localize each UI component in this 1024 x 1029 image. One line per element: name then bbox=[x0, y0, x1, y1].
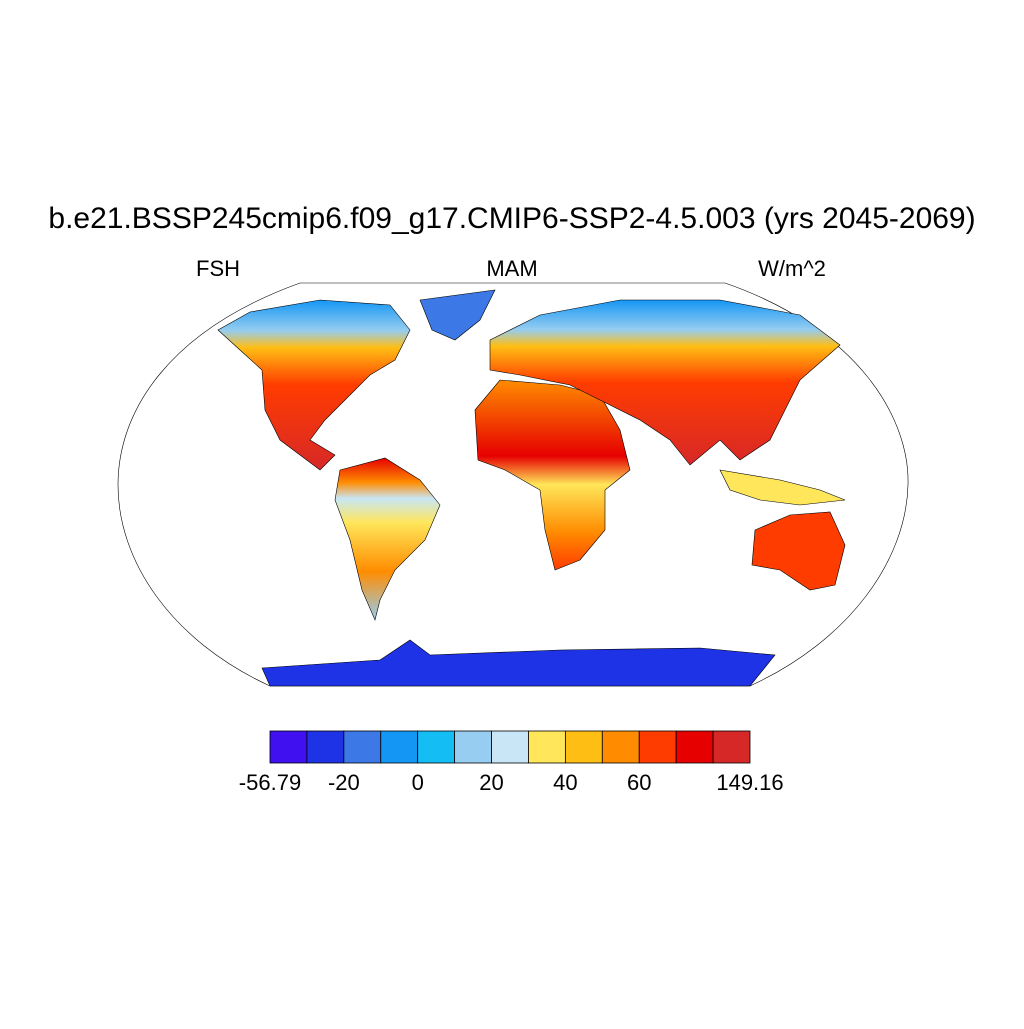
colorbar-box bbox=[712, 730, 751, 764]
colorbar: -56.79 -20 0 20 40 60 149.16 bbox=[239, 730, 784, 795]
south-america bbox=[334, 457, 441, 621]
colorbar-label: 149.16 bbox=[716, 770, 783, 795]
right-subtitle: W/m^2 bbox=[758, 256, 826, 281]
colorbar-box bbox=[491, 730, 529, 764]
colorbar-label: -56.79 bbox=[239, 770, 301, 795]
colorbar-box bbox=[454, 730, 492, 764]
colorbar-box bbox=[564, 730, 603, 764]
africa bbox=[474, 379, 631, 571]
colorbar-box bbox=[528, 730, 566, 764]
colorbar-box bbox=[601, 730, 640, 764]
left-subtitle: FSH bbox=[196, 256, 240, 281]
center-subtitle: MAM bbox=[486, 256, 537, 281]
colorbar-label: 0 bbox=[412, 770, 424, 795]
colorbar-box bbox=[638, 730, 677, 764]
colorbar-label: -20 bbox=[328, 770, 360, 795]
colorbar-box bbox=[306, 730, 345, 764]
colorbar-box bbox=[269, 730, 308, 764]
colorbar-label: 20 bbox=[479, 770, 503, 795]
greenland bbox=[419, 289, 496, 341]
map bbox=[117, 282, 909, 687]
colorbar-box bbox=[675, 730, 714, 764]
colorbar-box bbox=[417, 730, 456, 764]
antarctica bbox=[261, 639, 776, 687]
southeast-asia bbox=[719, 469, 846, 506]
colorbar-box bbox=[380, 730, 419, 764]
eurasia bbox=[489, 299, 841, 466]
colorbar-box bbox=[343, 730, 382, 764]
colorbar-label: 60 bbox=[627, 770, 651, 795]
australia bbox=[751, 511, 846, 591]
north-america bbox=[217, 299, 411, 471]
title: b.e21.BSSP245cmip6.f09_g17.CMIP6-SSP2-4.… bbox=[48, 202, 975, 235]
colorbar-label: 40 bbox=[553, 770, 577, 795]
